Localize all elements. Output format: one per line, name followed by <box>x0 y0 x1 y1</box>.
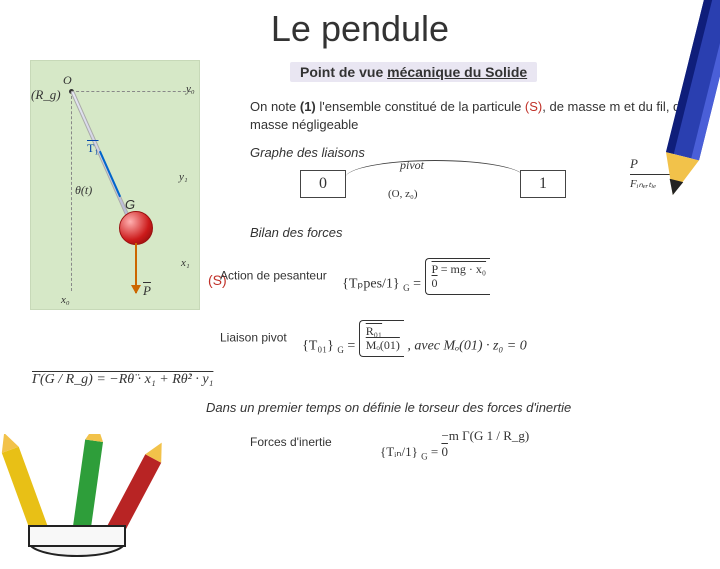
page-title: Le pendule <box>30 8 690 50</box>
row-pivot: Liaison pivot {T₀₁} G = R₀₁ Mₒ(01) , ave… <box>220 320 527 357</box>
x0-axis <box>71 91 72 291</box>
arc-label-pivot: pivot <box>400 158 424 173</box>
label-Rg: (R_g) <box>31 87 61 103</box>
y0-axis <box>71 91 191 92</box>
pendulum-figure: O (R_g) y₀ x₀ T₁ θ(t) G P x₁ y₁ (S) <box>30 60 235 370</box>
label-T1-text: T₁ <box>87 141 99 155</box>
note-bold: (1) <box>300 99 316 114</box>
crayons-cup-icon <box>0 434 182 564</box>
arc-label-axis: (O, z₀) <box>388 188 418 200</box>
tin-torseur: {Tᵢₙ/1} G = −m Γ(G 1 / R_g) 0 <box>380 428 529 462</box>
row-pesanteur: Action de pesanteur {Tₚpes/1} G = P = mg… <box>220 258 490 295</box>
crayon-decoration-left <box>0 434 182 564</box>
pes-top: P = mg · x₀ <box>432 262 487 276</box>
piv-bot-text: Mₒ(01) <box>366 338 400 352</box>
label-P-text: P <box>143 283 151 298</box>
liaison-graph: pivot (O, z₀) 0 1 <box>300 170 620 206</box>
piv-avec: , avec Mₒ(01) · z₀ = 0 <box>407 338 526 353</box>
tin-bot-text: 0 <box>441 444 448 459</box>
pes-torseur: {Tₚpes/1} G = P = mg · x₀ 0 <box>342 258 490 295</box>
label-P: P <box>143 283 151 299</box>
liaison-node-0: 0 <box>300 170 346 198</box>
piv-top: R₀₁ <box>366 324 400 338</box>
tin-top: −m Γ(G 1 / R_g) <box>441 428 529 444</box>
label-x1: x₁ <box>181 257 190 269</box>
note-text: On note (1) l'ensemble constitué de la p… <box>250 98 700 134</box>
label-theta: θ(t) <box>75 183 92 198</box>
label-T1: T₁ <box>87 141 99 156</box>
pes-symbol: {Tₚpes/1} <box>342 276 400 291</box>
pendulum-bg: O (R_g) y₀ x₀ T₁ θ(t) G P x₁ y₁ <box>30 60 200 310</box>
piv-bot: Mₒ(01) <box>366 338 400 352</box>
tension-arrow <box>99 151 121 197</box>
note-s: (S) <box>525 99 542 114</box>
label-y0: y₀ <box>186 83 195 95</box>
section-subtitle-prefix: Point de vue <box>300 64 387 80</box>
label-x0: x₀ <box>61 294 70 306</box>
pes-top-text: P = mg · x₀ <box>432 262 487 276</box>
note-pre: On note <box>250 99 300 114</box>
note-mid: l'ensemble constitué de la particule <box>316 99 525 114</box>
pendulum-bob <box>119 211 153 245</box>
liaison-arc <box>345 160 525 188</box>
label-y1: y₁ <box>179 171 188 183</box>
label-G: G <box>125 197 135 212</box>
gamma-eq-text: Γ(G / R_g) = −Rθ̈ · x₁ + Rθ̇² · y₁ <box>32 372 213 387</box>
forces-inertie-label: Forces d'inertie <box>250 435 332 449</box>
piv-torseur: {T₀₁} G = R₀₁ Mₒ(01) , avec Mₒ(01) · z₀ … <box>302 320 527 357</box>
weight-arrow <box>135 243 137 293</box>
note-inertie: Dans un premier temps on définie le tors… <box>206 400 686 415</box>
liaison-node-1: 1 <box>520 170 566 198</box>
piv-top-text: R₀₁ <box>366 324 382 338</box>
pes-bot-text: 0 <box>432 276 438 290</box>
bilan-label: Bilan des forces <box>250 225 343 240</box>
label-O: O <box>63 73 72 88</box>
pes-bot: 0 <box>432 276 487 290</box>
tin-symbol: {Tᵢₙ/1} <box>380 444 418 459</box>
section-subtitle: Point de vue mécanique du Solide <box>290 62 537 82</box>
tin-bot: 0 <box>441 444 529 460</box>
pes-label: Action de pesanteur <box>220 269 327 283</box>
gamma-equation: Γ(G / R_g) = −Rθ̈ · x₁ + Rθ̇² · y₁ <box>32 372 213 388</box>
piv-symbol: {T₀₁} <box>302 338 334 353</box>
graphe-liaisons-label: Graphe des liaisons <box>250 145 365 160</box>
section-subtitle-underline: mécanique du Solide <box>387 64 527 80</box>
piv-label: Liaison pivot <box>220 331 287 345</box>
